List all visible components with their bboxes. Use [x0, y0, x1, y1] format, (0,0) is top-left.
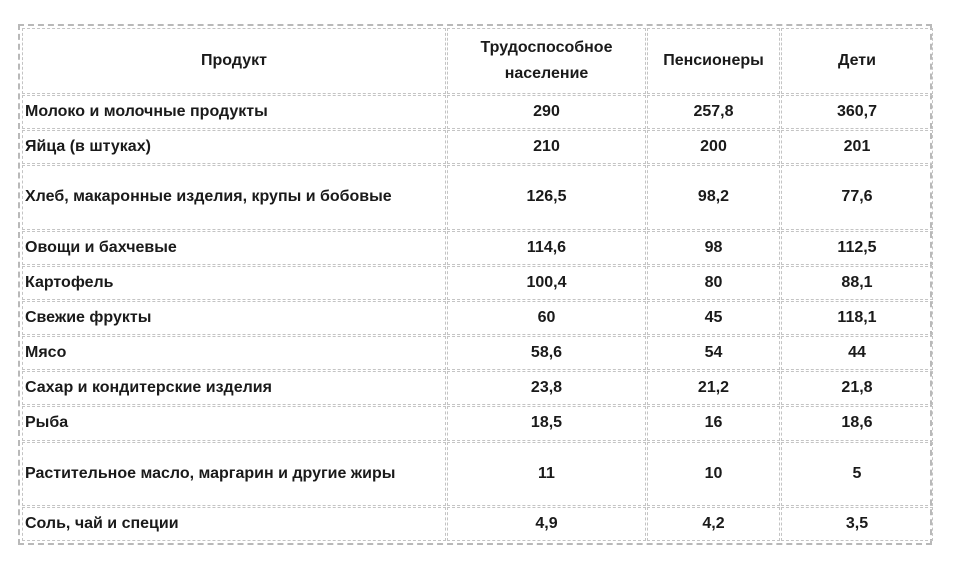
cell-product: Растительное масло, маргарин и другие жи… [22, 441, 446, 506]
cell-product: Картофель [22, 265, 446, 300]
cell-pensioners: 16 [647, 406, 780, 441]
table-row: Рыба 18,5 16 18,6 [22, 406, 933, 441]
table-row: Яйца (в штуках) 210 200 201 [22, 130, 933, 165]
consumption-table-frame: Продукт Трудоспособное население Пенсион… [18, 24, 934, 545]
cell-product: Яйца (в штуках) [22, 130, 446, 165]
cell-working: 290 [447, 95, 646, 130]
table-row: Овощи и бахчевые 114,6 98 112,5 [22, 230, 933, 265]
table-row: Мясо 58,6 54 44 [22, 336, 933, 371]
header-product: Продукт [22, 28, 446, 94]
cell-working: 18,5 [447, 406, 646, 441]
header-pensioners: Пенсионеры [647, 28, 780, 94]
cell-children: 18,6 [781, 406, 933, 441]
cell-product: Молоко и молочные продукты [22, 95, 446, 130]
table-header-row: Продукт Трудоспособное население Пенсион… [22, 28, 933, 94]
table-row: Молоко и молочные продукты 290 257,8 360… [22, 95, 933, 130]
cell-children: 44 [781, 336, 933, 371]
table-row: Соль, чай и специи 4,9 4,2 3,5 [22, 506, 933, 541]
cell-children: 77,6 [781, 165, 933, 230]
cell-working: 23,8 [447, 371, 646, 406]
cell-working: 4,9 [447, 506, 646, 541]
cell-product: Рыба [22, 406, 446, 441]
cell-children: 112,5 [781, 230, 933, 265]
cell-product: Сахар и кондитерские изделия [22, 371, 446, 406]
cell-pensioners: 257,8 [647, 95, 780, 130]
cell-pensioners: 4,2 [647, 506, 780, 541]
cell-pensioners: 10 [647, 441, 780, 506]
cell-children: 3,5 [781, 506, 933, 541]
cell-pensioners: 98 [647, 230, 780, 265]
cell-working: 126,5 [447, 165, 646, 230]
cell-product: Мясо [22, 336, 446, 371]
cell-product: Свежие фрукты [22, 300, 446, 336]
cell-working: 114,6 [447, 230, 646, 265]
table-row: Растительное масло, маргарин и другие жи… [22, 441, 933, 506]
cell-pensioners: 98,2 [647, 165, 780, 230]
cell-working: 60 [447, 300, 646, 336]
cell-children: 21,8 [781, 371, 933, 406]
cell-children: 360,7 [781, 95, 933, 130]
cell-working: 100,4 [447, 265, 646, 300]
table-row: Хлеб, макаронные изделия, крупы и бобовы… [22, 165, 933, 230]
cell-pensioners: 80 [647, 265, 780, 300]
cell-working: 11 [447, 441, 646, 506]
cell-product: Соль, чай и специи [22, 506, 446, 541]
header-children: Дети [781, 28, 933, 94]
cell-children: 5 [781, 441, 933, 506]
cell-product: Овощи и бахчевые [22, 230, 446, 265]
cell-product: Хлеб, макаронные изделия, крупы и бобовы… [22, 165, 446, 230]
cell-pensioners: 45 [647, 300, 780, 336]
table-row: Сахар и кондитерские изделия 23,8 21,2 2… [22, 371, 933, 406]
cell-pensioners: 21,2 [647, 371, 780, 406]
consumption-table: Продукт Трудоспособное население Пенсион… [21, 27, 934, 542]
header-working-population: Трудоспособное население [447, 28, 646, 94]
cell-children: 88,1 [781, 265, 933, 300]
cell-children: 201 [781, 130, 933, 165]
cell-working: 210 [447, 130, 646, 165]
cell-children: 118,1 [781, 300, 933, 336]
cell-working: 58,6 [447, 336, 646, 371]
table-row: Картофель 100,4 80 88,1 [22, 265, 933, 300]
cell-pensioners: 200 [647, 130, 780, 165]
table-row: Свежие фрукты 60 45 118,1 [22, 300, 933, 336]
cell-pensioners: 54 [647, 336, 780, 371]
